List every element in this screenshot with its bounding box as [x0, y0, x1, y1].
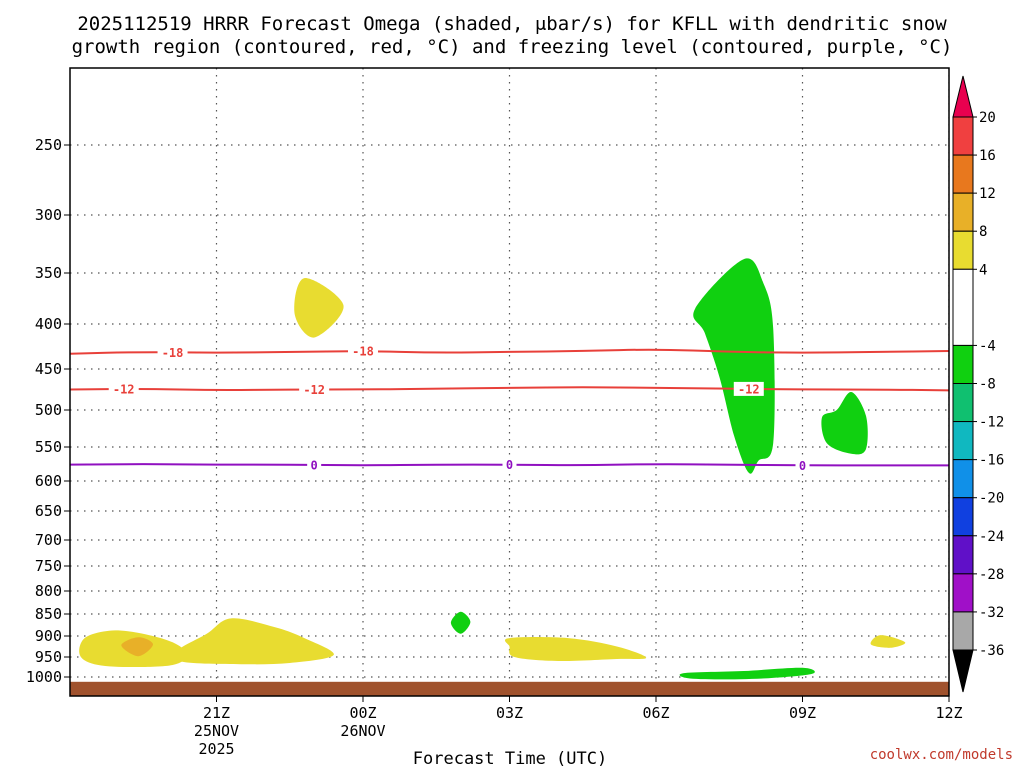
omega-pos-4-center — [504, 637, 647, 662]
colorbar-segment — [952, 154, 974, 194]
dgz-minus-18-label: -18 — [352, 345, 374, 359]
colorbar-segment — [952, 459, 974, 499]
x-tick-label: 00Z — [349, 704, 376, 722]
dgz-minus-12-label-bg — [733, 381, 764, 396]
plot-content: -18 -18 -12 -12 -12 0 0 0 — [70, 68, 949, 696]
omega-pos-4-upper — [294, 278, 344, 338]
chart-title-line2: growth region (contoured, red, °C) and f… — [72, 36, 953, 58]
colorbar-segment — [952, 230, 974, 270]
colorbar: 20 16 12 8 4 -4 -8 -12 -16 -20 -24 -28 -32 -36 — [952, 75, 1004, 693]
dgz-minus-18-label: -18 — [162, 346, 184, 360]
ground-band — [70, 681, 949, 696]
y-tick-label: 900 — [35, 627, 62, 645]
colorbar-label: -12 — [979, 415, 1004, 431]
freezing-level-0-label: 0 — [799, 459, 806, 473]
colorbar-segment — [952, 497, 974, 537]
dgz-minus-18-label-bg — [348, 344, 378, 358]
y-tick-label: 1000 — [26, 668, 62, 686]
y-axis: 250 300 350 400 450 500 550 600 650 700 750 800 850 9… — [26, 136, 70, 686]
dgz-minus-12-label: -12 — [738, 382, 760, 396]
y-tick-label: 950 — [35, 648, 62, 666]
y-tick-label: 350 — [35, 264, 62, 282]
x-tick-year: 2025 — [198, 740, 234, 758]
credit-link[interactable]: coolwx.com/models — [870, 747, 1013, 763]
colorbar-label: -16 — [979, 453, 1004, 469]
colorbar-segment — [952, 268, 974, 346]
omega-pos-4-lowmid — [174, 618, 334, 665]
dgz-minus-18-label-bg — [157, 345, 188, 360]
plot-frame — [69, 67, 950, 697]
x-tick-label: 03Z — [496, 704, 523, 722]
x-tick-label: 06Z — [642, 704, 669, 722]
colorbar-label: 20 — [979, 110, 996, 126]
freezing-level-0-label-bg — [307, 457, 322, 472]
colorbar-label: -24 — [979, 529, 1004, 545]
colorbar-label: 8 — [979, 224, 987, 240]
colorbar-label: -32 — [979, 605, 1004, 621]
colorbar-label: -36 — [979, 643, 1004, 659]
colorbar-segment — [952, 611, 974, 651]
colorbar-label: 12 — [979, 186, 996, 202]
colorbar-segment — [952, 383, 974, 423]
x-tick-date: 26NOV — [340, 722, 385, 740]
colorbar-segment — [952, 116, 974, 156]
dgz-minus-12-label-bg — [108, 381, 139, 396]
colorbar-label: -4 — [979, 338, 996, 354]
colorbar-segment — [952, 344, 974, 384]
dgz-minus-18-line — [70, 348, 949, 355]
dgz-minus-12-label: -12 — [113, 382, 135, 396]
colorbar-label: -28 — [979, 567, 1004, 583]
colorbar-label: 16 — [979, 148, 996, 164]
omega-neg-4-low — [450, 611, 471, 634]
dgz-minus-12-label: -12 — [303, 383, 325, 397]
x-axis-label: Forecast Time (UTC) — [413, 749, 607, 768]
y-tick-label: 800 — [35, 582, 62, 600]
colorbar-label: 4 — [979, 262, 987, 278]
colorbar-top-triangle — [952, 75, 974, 118]
x-tick-date: 25NOV — [194, 722, 239, 740]
y-tick-label: 850 — [35, 605, 62, 623]
freezing-level-0-label: 0 — [311, 458, 318, 472]
y-tick-label: 250 — [35, 136, 62, 154]
plot-area: -18 -18 -12 -12 -12 0 0 0 — [69, 67, 950, 697]
y-tick-label: 400 — [35, 315, 62, 333]
freezing-level-0-label: 0 — [506, 458, 513, 472]
y-tick-label: 650 — [35, 502, 62, 520]
omega-neg-4-tall — [693, 258, 775, 474]
chart-title-line1: 2025112519 HRRR Forecast Omega (shaded, … — [77, 13, 947, 35]
freezing-level-0-label-bg — [502, 457, 517, 472]
y-tick-label: 450 — [35, 360, 62, 378]
freezing-level-0-line — [70, 463, 949, 467]
y-tick-label: 700 — [35, 531, 62, 549]
x-tick-label: 09Z — [789, 704, 816, 722]
freezing-level-0-label-bg — [795, 458, 810, 473]
x-tick-label: 21Z — [203, 704, 230, 722]
dgz-minus-12-line — [70, 386, 949, 392]
y-tick-label: 750 — [35, 557, 62, 575]
colorbar-segment — [952, 192, 974, 232]
omega-pos-8-lowleft — [121, 637, 153, 657]
y-tick-label: 500 — [35, 401, 62, 419]
colorbar-segment — [952, 535, 974, 575]
x-tick-label: 12Z — [935, 704, 962, 722]
colorbar-bottom-triangle — [952, 649, 974, 693]
y-tick-label: 550 — [35, 438, 62, 456]
y-tick-label: 300 — [35, 206, 62, 224]
omega-neg-4-midright — [821, 391, 868, 455]
colorbar-label: -8 — [979, 377, 996, 393]
colorbar-segment — [952, 573, 974, 613]
omega-pos-4-right — [870, 635, 906, 648]
colorbar-label: -20 — [979, 491, 1004, 507]
colorbar-segment — [952, 421, 974, 461]
dgz-minus-12-label-bg — [299, 382, 330, 397]
y-tick-label: 600 — [35, 472, 62, 490]
omega-neg-4-bottom — [679, 667, 815, 680]
